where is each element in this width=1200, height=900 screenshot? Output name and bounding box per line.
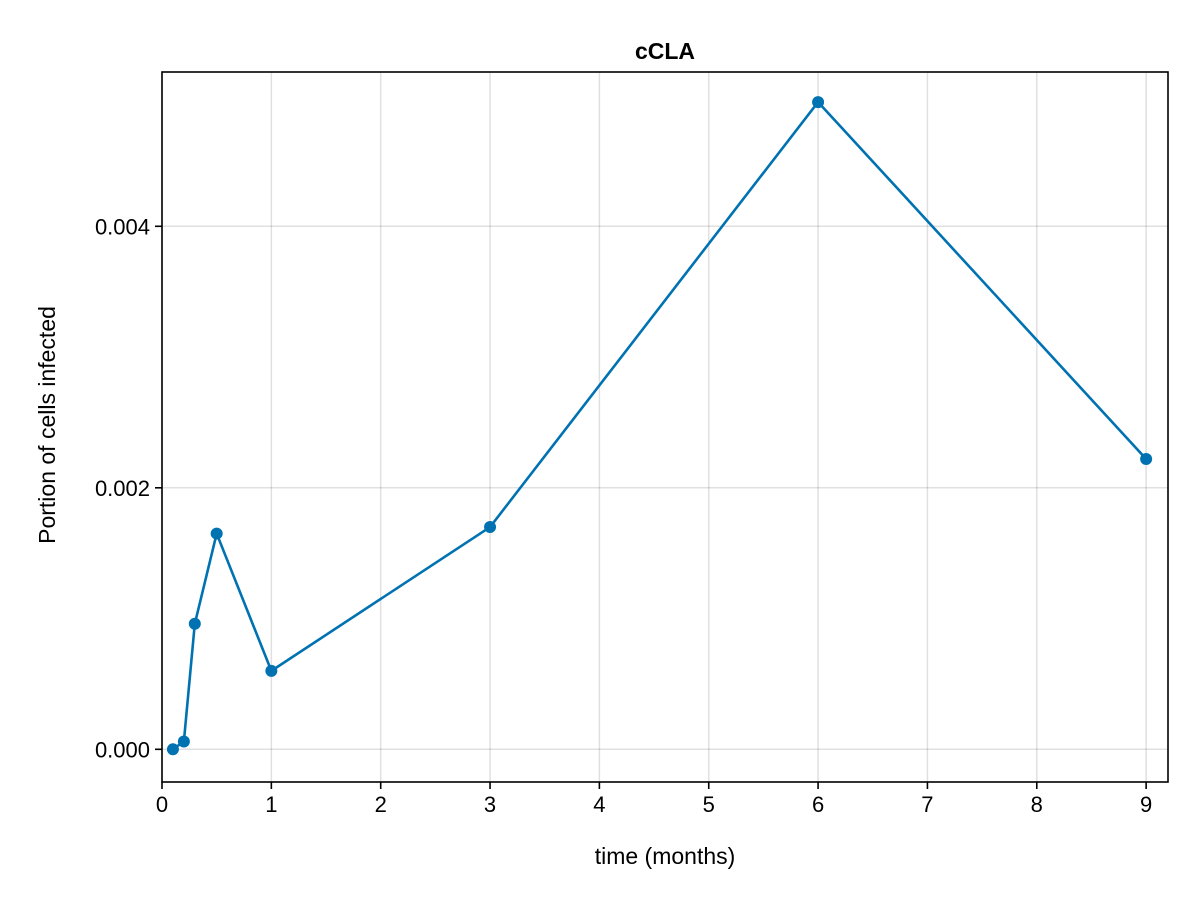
x-tick-label: 9	[1140, 792, 1152, 817]
data-point	[166, 743, 179, 756]
plot-frame	[161, 71, 1169, 783]
x-tick-label: 5	[703, 792, 715, 817]
x-axis: 0 1 2 3 4 5 6 7 8 9	[156, 782, 1152, 817]
series-layer	[166, 96, 1153, 756]
chart-title: cCLA	[635, 38, 695, 64]
data-point	[210, 527, 223, 540]
x-tick-label: 3	[484, 792, 496, 817]
x-tick-label: 6	[812, 792, 824, 817]
data-point	[177, 735, 190, 748]
grid	[161, 72, 1168, 782]
x-tick-label: 4	[593, 792, 605, 817]
y-axis: 0.000 0.002 0.004	[95, 214, 162, 762]
y-tick-label: 0.002	[95, 476, 150, 501]
data-point	[265, 664, 278, 677]
y-tick-label: 0.000	[95, 737, 150, 762]
x-tick-label: 1	[265, 792, 277, 817]
data-point	[1140, 453, 1153, 466]
x-axis-label: time (months)	[595, 843, 736, 869]
x-tick-label: 2	[375, 792, 387, 817]
y-axis-label: Portion of cells infected	[34, 306, 60, 544]
data-point	[188, 617, 201, 630]
x-tick-label: 0	[156, 792, 168, 817]
series-line	[172, 100, 1148, 751]
data-point	[812, 96, 825, 109]
x-tick-label: 8	[1031, 792, 1043, 817]
data-point	[484, 521, 497, 534]
y-tick-label: 0.004	[95, 214, 150, 239]
x-tick-label: 7	[921, 792, 933, 817]
